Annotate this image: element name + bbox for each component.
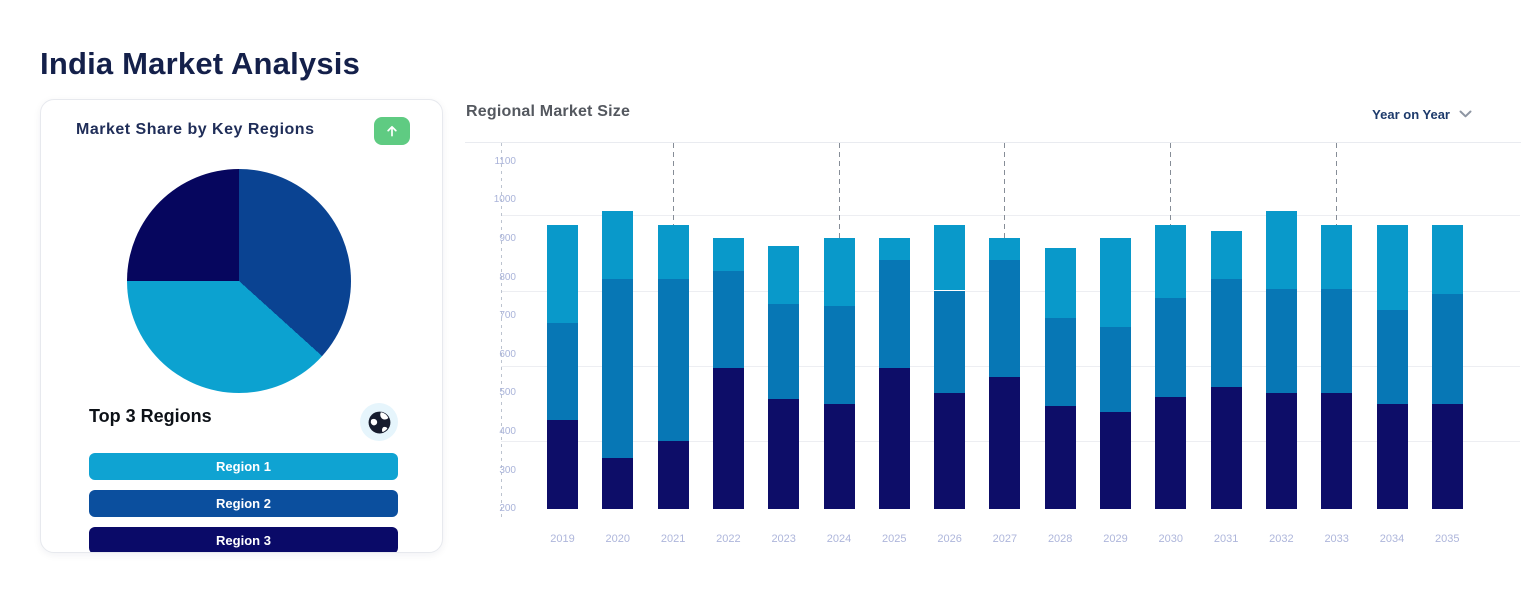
bar-2026-region-1[interactable] (934, 224, 966, 291)
y-axis-label: 800 (499, 271, 516, 283)
bar-2022-region-3[interactable] (712, 367, 744, 509)
y-axis-label: 400 (499, 425, 516, 437)
year-on-year-dropdown-label: Year on Year (1372, 106, 1450, 122)
bar-2033-region-1[interactable] (1321, 224, 1353, 289)
x-axis-label-2030: 2030 (1158, 533, 1184, 545)
y-axis-label: 1100 (494, 155, 516, 167)
regional-market-size-title: Regional Market Size (466, 103, 631, 120)
x-axis-label-2019: 2019 (550, 533, 575, 545)
bar-2028-region-2[interactable] (1044, 317, 1076, 407)
bar-2027-region-1[interactable] (989, 238, 1021, 260)
market-share-card: Market Share by Key Regions Top 3 Region… (40, 99, 443, 553)
y-axis-label: 900 (499, 232, 516, 244)
bar-2028-region-1[interactable] (1044, 248, 1076, 318)
bar-2029-region-1[interactable] (1100, 238, 1131, 328)
bar-2034-region-1[interactable] (1376, 224, 1408, 310)
bar-2025-region-2[interactable] (878, 259, 910, 368)
y-axis-label: 1000 (493, 194, 516, 206)
region-button-1[interactable]: Region 1 (89, 453, 398, 480)
x-axis-label-2020: 2020 (605, 533, 631, 545)
bar-2035-region-2[interactable] (1431, 294, 1463, 405)
bar-2021-region-1[interactable] (657, 224, 689, 279)
x-axis-label-2034: 2034 (1379, 533, 1405, 545)
bar-2032-region-1[interactable] (1265, 211, 1297, 289)
bar-2023-region-3[interactable] (768, 398, 800, 509)
bar-2024-region-1[interactable] (823, 238, 855, 306)
x-axis-label-2032: 2032 (1269, 533, 1294, 545)
bar-2021-region-3[interactable] (657, 441, 689, 509)
bar-2025-region-1[interactable] (878, 238, 910, 260)
bar-2031-region-3[interactable] (1210, 387, 1242, 509)
bar-2034-region-2[interactable] (1376, 309, 1408, 405)
x-axis-label-2023: 2023 (771, 533, 796, 545)
x-axis-label-2033: 2033 (1324, 533, 1349, 545)
globe-icon (360, 403, 398, 441)
bar-2031-region-1[interactable] (1210, 230, 1242, 279)
bar-2021-region-2[interactable] (657, 278, 689, 442)
x-axis-label-2022: 2022 (716, 533, 741, 545)
y-axis-dashed-line (501, 143, 502, 518)
x-axis-label-2031: 2031 (1213, 533, 1239, 545)
bar-2030-region-1[interactable] (1155, 224, 1187, 299)
bar-2028-region-3[interactable] (1044, 406, 1076, 509)
y-axis-label: 200 (499, 503, 516, 515)
x-axis-label-2025: 2025 (882, 533, 907, 545)
region-button-2[interactable]: Region 2 (89, 490, 398, 517)
bar-2019-region-1[interactable] (547, 224, 578, 324)
bar-2032-region-2[interactable] (1265, 288, 1297, 393)
page-title: India Market Analysis (40, 46, 361, 81)
bar-2034-region-3[interactable] (1376, 404, 1408, 509)
bar-2029-region-3[interactable] (1100, 412, 1131, 509)
x-axis-label-2024: 2024 (826, 533, 852, 545)
bar-2019-region-2[interactable] (547, 323, 578, 420)
bar-2024-region-3[interactable] (823, 404, 855, 509)
bar-2033-region-2[interactable] (1321, 288, 1353, 393)
bar-2023-region-1[interactable] (768, 246, 800, 304)
x-axis-label-2026: 2026 (937, 533, 962, 545)
bar-2020-region-2[interactable] (602, 278, 634, 459)
bar-2031-region-2[interactable] (1210, 278, 1242, 387)
bar-2032-region-3[interactable] (1265, 392, 1297, 509)
market-share-card-title: Market Share by Key Regions (76, 121, 315, 138)
bar-2035-region-3[interactable] (1431, 404, 1463, 509)
x-axis-label-2035: 2035 (1435, 533, 1460, 545)
bar-2030-region-2[interactable] (1155, 298, 1187, 397)
bar-2027-region-2[interactable] (989, 259, 1021, 378)
y-axis-label: 300 (499, 464, 516, 476)
bar-2026-region-3[interactable] (934, 392, 966, 509)
bar-2024-region-2[interactable] (823, 305, 855, 405)
x-axis-label-2029: 2029 (1103, 533, 1128, 545)
y-axis-label: 600 (499, 348, 516, 360)
bar-2026-region-2[interactable] (934, 290, 966, 393)
expand-button[interactable] (374, 117, 410, 145)
arrow-up-icon (387, 125, 397, 137)
bar-2027-region-3[interactable] (989, 377, 1021, 509)
bar-2025-region-3[interactable] (878, 367, 910, 509)
region-button-3[interactable]: Region 3 (89, 527, 398, 552)
bar-2022-region-2[interactable] (712, 271, 744, 368)
chart-top-border (465, 142, 1521, 143)
y-axis-label: 700 (499, 310, 516, 322)
bar-2035-region-1[interactable] (1431, 224, 1463, 295)
bar-2022-region-1[interactable] (712, 238, 744, 272)
x-axis-label-2028: 2028 (1047, 533, 1073, 545)
market-share-pie-chart[interactable] (127, 169, 351, 393)
year-on-year-dropdown[interactable]: Year on Year (1372, 104, 1472, 124)
bar-2029-region-2[interactable] (1100, 327, 1131, 413)
bar-2019-region-3[interactable] (547, 419, 578, 509)
top-regions-heading: Top 3 Regions (89, 406, 212, 426)
bar-2023-region-2[interactable] (768, 304, 800, 399)
x-axis-label-2021: 2021 (660, 533, 686, 545)
bar-2020-region-3[interactable] (602, 458, 634, 509)
bar-2033-region-3[interactable] (1321, 392, 1353, 509)
chevron-down-icon (1459, 110, 1472, 118)
x-axis-label-2027: 2027 (992, 533, 1018, 545)
y-axis-label: 500 (499, 387, 516, 399)
bar-2020-region-1[interactable] (602, 211, 634, 279)
gridline (501, 215, 1520, 217)
bar-2030-region-3[interactable] (1155, 396, 1187, 509)
